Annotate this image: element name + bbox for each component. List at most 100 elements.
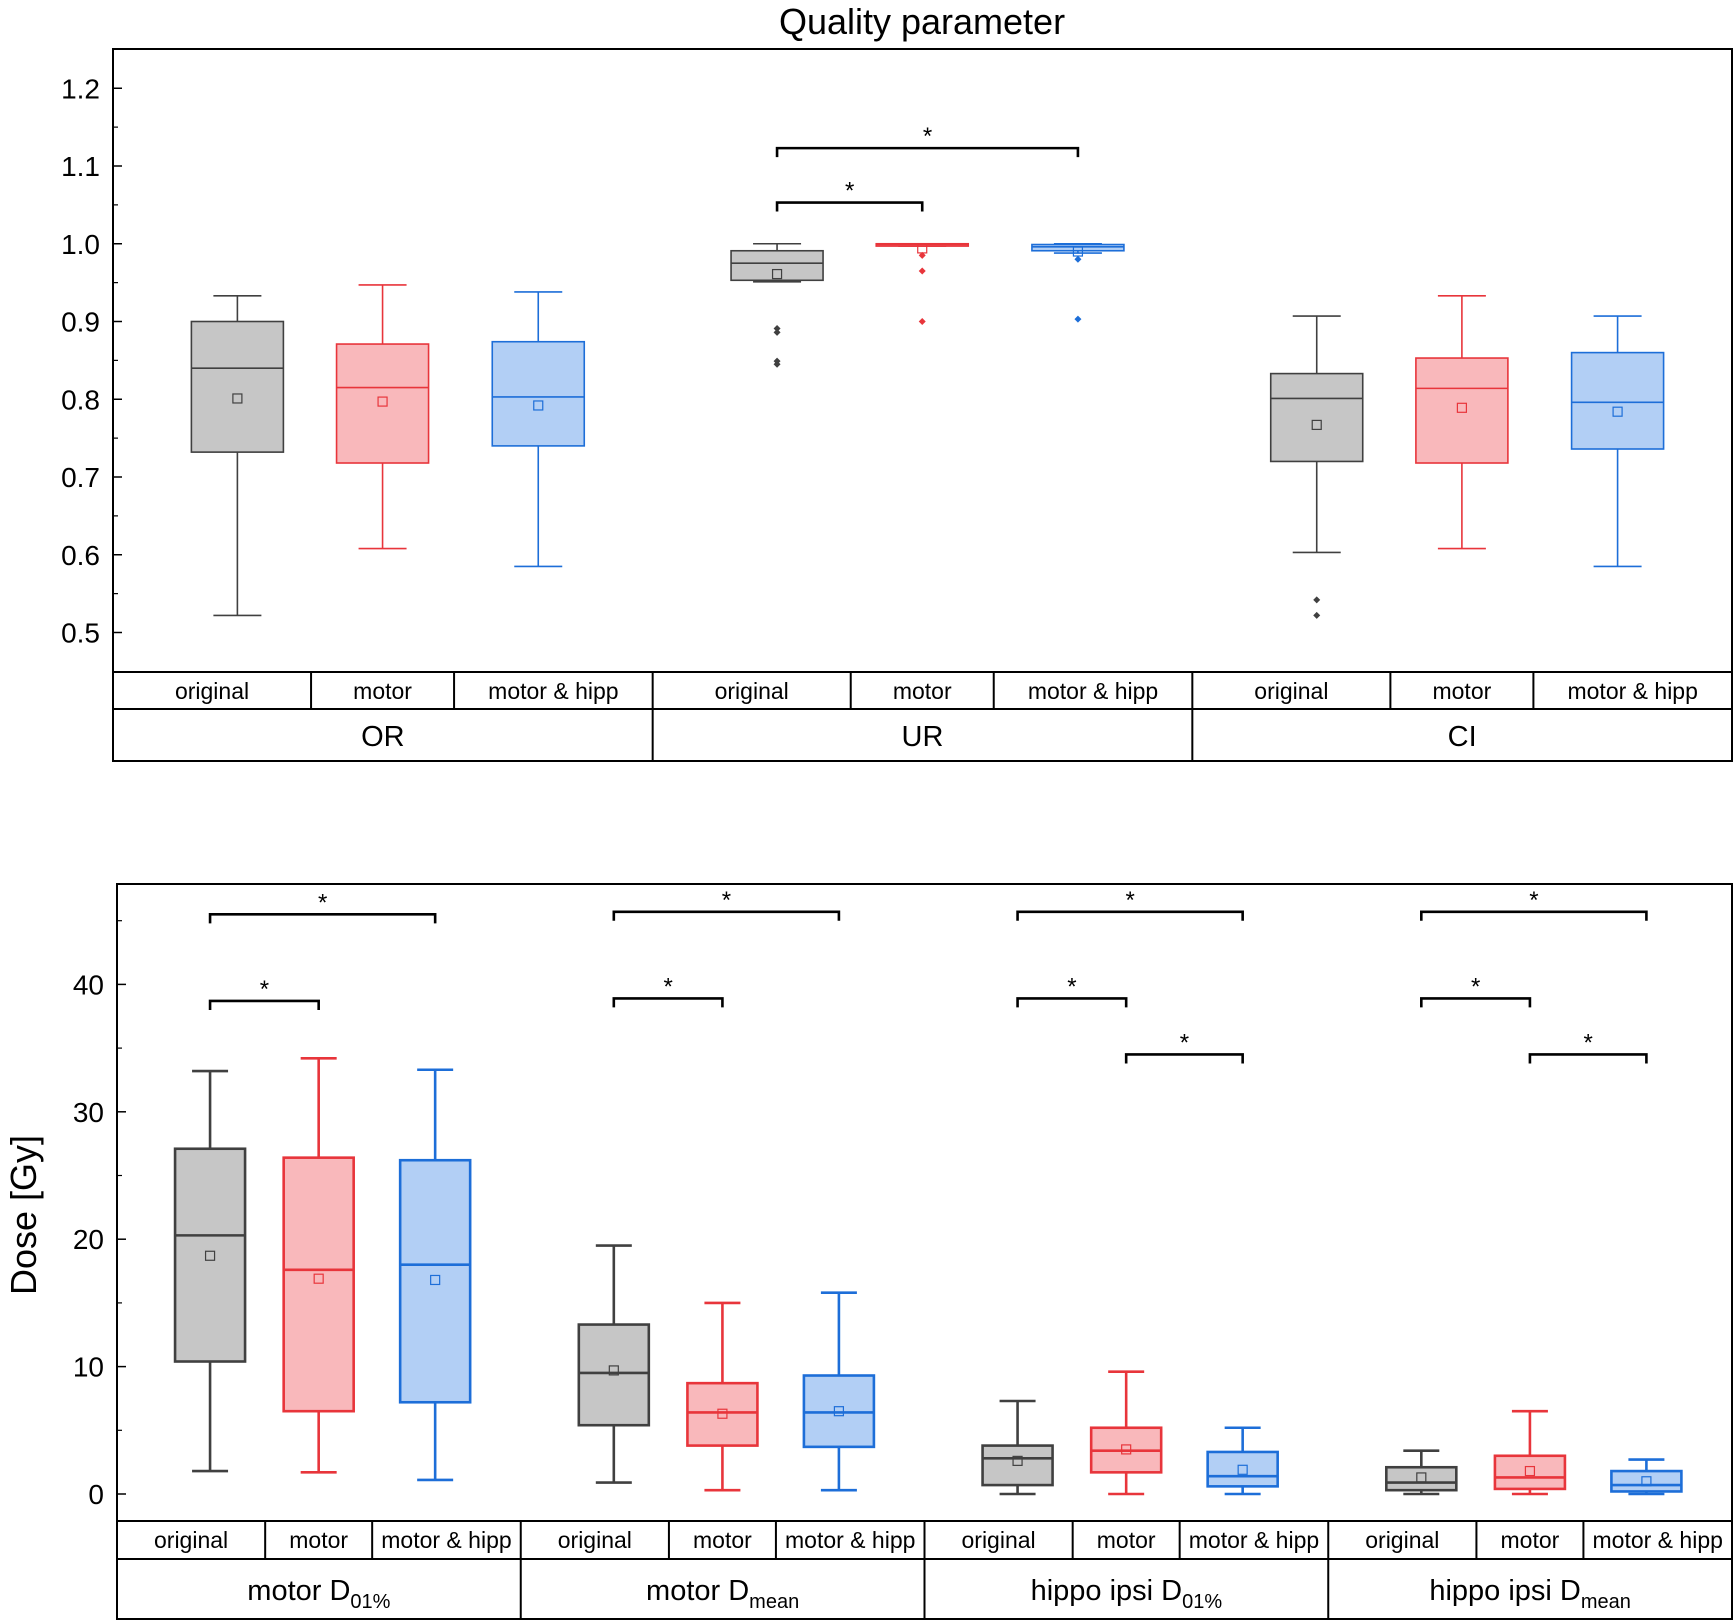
significance-star: * <box>1471 973 1480 1000</box>
category-label: motor & hipp <box>1189 1527 1319 1553</box>
outlier-point <box>918 267 926 275</box>
mean-marker <box>833 1406 845 1417</box>
category-label: motor <box>1432 678 1491 704</box>
box-iqr <box>1385 1465 1458 1492</box>
box-iqr <box>730 249 824 282</box>
box-iqr <box>1610 1469 1683 1493</box>
mean-marker <box>533 400 544 411</box>
box-iqr <box>1570 351 1665 450</box>
box-motor <box>1089 1370 1163 1496</box>
category-label: original <box>962 1527 1036 1553</box>
box-iqr <box>1493 1454 1567 1491</box>
mean-marker <box>1612 406 1623 417</box>
mean-marker <box>232 393 243 404</box>
y-tick-label: 40 <box>73 969 104 1000</box>
group-label: motor D01% <box>247 1575 390 1613</box>
category-label: motor <box>353 678 412 704</box>
bracket-line <box>1420 910 1648 921</box>
significance-star: * <box>1125 887 1134 914</box>
bracket-line <box>208 999 320 1010</box>
significance-bracket: * <box>612 973 724 1008</box>
box-motor-hipp <box>1570 315 1665 568</box>
y-tick-label: 10 <box>73 1352 104 1383</box>
mean-marker <box>1456 402 1467 413</box>
group-label-main: motor D <box>646 1575 749 1607</box>
mean-marker <box>430 1274 441 1286</box>
category-label: motor <box>289 1527 348 1553</box>
box-motor-hipp <box>802 1291 876 1492</box>
box-original <box>981 1399 1054 1496</box>
mean-marker <box>1524 1465 1536 1477</box>
box-iqr <box>1415 357 1509 464</box>
significance-bracket: * <box>208 889 437 924</box>
box-iqr <box>1269 372 1364 463</box>
box-motor <box>282 1056 355 1474</box>
group-label: OR <box>361 721 405 753</box>
box-iqr <box>686 1381 759 1447</box>
box-original <box>730 242 824 368</box>
plot-frame <box>112 48 1733 762</box>
outlier-point <box>773 324 781 332</box>
significance-bracket: * <box>775 123 1080 158</box>
mean-marker <box>1416 1472 1427 1483</box>
category-label: motor & hipp <box>1028 678 1158 704</box>
significance-bracket: * <box>208 976 320 1010</box>
top-chart-quality-parameter: 0.5 0.6 0.7 0.8 0.9 1.0 1.1 1.2 original motor mot… <box>61 48 1733 762</box>
y-tick-label: 0.5 <box>61 618 100 649</box>
group-label-main: OR <box>361 721 405 753</box>
box-original <box>1385 1449 1458 1496</box>
box-iqr <box>491 340 586 447</box>
bottom-chart-y-axis-label: Dose [Gy] <box>3 1135 44 1295</box>
y-tick-label: 0.8 <box>61 384 100 415</box>
significance-star: * <box>1529 887 1538 914</box>
bracket-line <box>1016 997 1128 1008</box>
box-iqr <box>173 1147 247 1363</box>
significance-bracket: * <box>1420 887 1648 921</box>
category-label: motor <box>1501 1527 1560 1553</box>
box-motor <box>875 242 970 325</box>
category-label: motor <box>1097 1527 1156 1553</box>
category-label: motor <box>693 1527 752 1553</box>
mean-marker <box>1121 1444 1132 1455</box>
mean-marker <box>1311 419 1322 431</box>
bracket-line <box>208 913 437 924</box>
box-motor-hipp <box>1031 242 1125 323</box>
box-iqr <box>190 320 285 453</box>
category-label: original <box>715 678 789 704</box>
bracket-line <box>775 146 1080 158</box>
significance-bracket: * <box>1528 1029 1648 1064</box>
plot-frame <box>116 883 1733 1620</box>
group-label-main: motor D <box>247 1575 350 1607</box>
group-label-main: UR <box>902 721 944 753</box>
significance-star: * <box>722 887 731 914</box>
significance-bracket: * <box>775 178 924 212</box>
y-tick-label: 1.1 <box>61 151 100 182</box>
significance-star: * <box>663 973 672 1000</box>
mean-marker <box>313 1273 324 1284</box>
box-motor <box>686 1301 759 1492</box>
box-motor <box>1493 1409 1567 1496</box>
significance-star: * <box>1180 1029 1189 1056</box>
box-iqr <box>282 1156 355 1413</box>
group-label: hippo ipsi D01% <box>1031 1575 1223 1613</box>
box-original <box>190 295 285 617</box>
group-label: hippo ipsi Dmean <box>1429 1575 1631 1613</box>
mean-marker <box>204 1250 216 1261</box>
category-label: original <box>1365 1527 1439 1553</box>
box-motor-hipp <box>398 1068 472 1482</box>
box-original <box>577 1244 651 1484</box>
group-label: motor Dmean <box>646 1575 799 1613</box>
bracket-line <box>1016 910 1244 921</box>
category-label: motor <box>893 678 952 704</box>
category-label: original <box>558 1527 632 1553</box>
outlier-point <box>773 328 781 336</box>
bracket-line <box>1528 1053 1648 1064</box>
category-label: original <box>154 1527 228 1553</box>
bracket-line <box>775 201 924 212</box>
y-tick-label: 1.2 <box>61 73 100 104</box>
box-motor-hipp <box>1206 1426 1279 1496</box>
box-iqr <box>398 1158 472 1404</box>
y-tick-label: 30 <box>73 1097 104 1128</box>
group-label-main: hippo ipsi D <box>1031 1575 1183 1607</box>
